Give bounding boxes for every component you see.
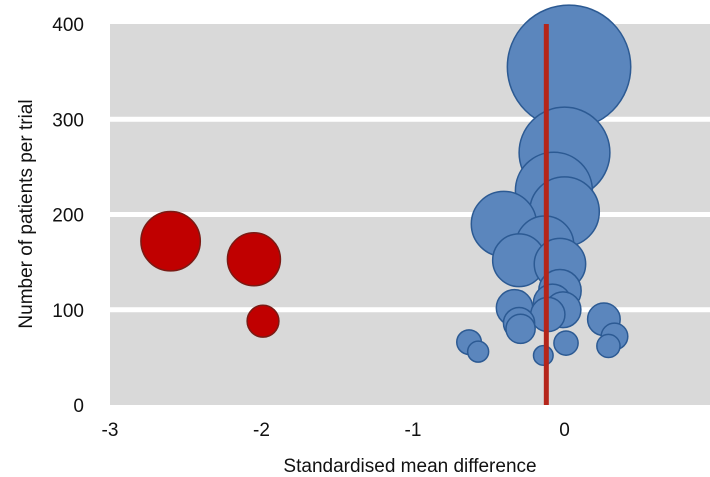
x-tick-label: -2 (253, 420, 270, 441)
x-tick-label: 0 (559, 420, 570, 441)
x-tick-label: -3 (102, 420, 119, 441)
data-point-s0-2 (246, 304, 280, 338)
data-point-s0-0 (140, 210, 202, 272)
data-point-s1-17 (596, 333, 621, 359)
data-point-s1-14 (505, 313, 536, 345)
y-tick-label: 400 (52, 15, 84, 36)
data-point-s1-18 (553, 330, 579, 356)
x-tick-labels: -3-2-101 (102, 420, 570, 441)
y-axis-label: Number of patients per trial (16, 99, 37, 328)
y-tick-label: 100 (52, 301, 84, 322)
data-point-s0-1 (226, 232, 282, 287)
y-tick-label: 0 (73, 396, 84, 417)
x-axis-label: Standardised mean difference (283, 456, 536, 477)
y-tick-labels: 0 100 200 300 400 (52, 15, 84, 417)
x-tick-label: -1 (405, 420, 422, 441)
y-tick-label: 200 (52, 206, 84, 227)
data-point-s1-20 (466, 340, 490, 363)
y-tick-label: 300 (52, 110, 84, 131)
data-point-s1-21 (532, 344, 554, 367)
